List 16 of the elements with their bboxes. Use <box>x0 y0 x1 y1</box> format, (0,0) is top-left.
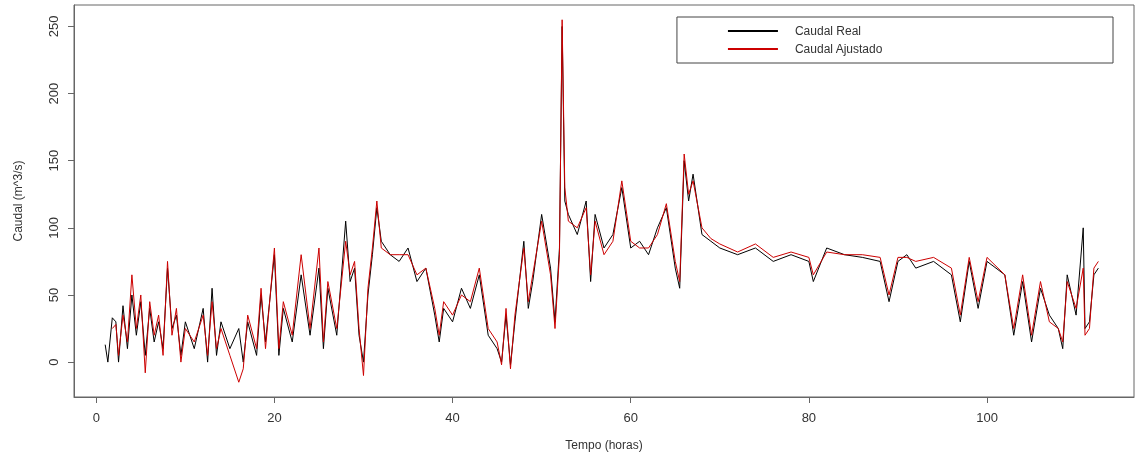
y-tick-label: 200 <box>46 82 61 105</box>
x-tick-label: 40 <box>445 410 460 425</box>
y-axis-title: Caudal (m^3/s) <box>11 160 25 242</box>
y-tick-label: 250 <box>46 15 61 38</box>
y-tick-label: 0 <box>46 358 61 366</box>
x-tick-label: 0 <box>92 410 100 425</box>
y-tick-label: 50 <box>46 287 61 303</box>
y-tick-label: 150 <box>46 149 61 172</box>
x-tick-label: 20 <box>267 410 282 425</box>
legend-label: Caudal Real <box>794 24 861 38</box>
y-tick-label: 100 <box>46 217 61 239</box>
x-axis-title: Tempo (horas) <box>565 438 643 452</box>
legend-label: Caudal Ajustado <box>794 42 883 56</box>
x-tick-label: 60 <box>623 410 638 425</box>
x-tick-label: 80 <box>801 410 817 425</box>
x-tick-label: 100 <box>976 410 998 425</box>
